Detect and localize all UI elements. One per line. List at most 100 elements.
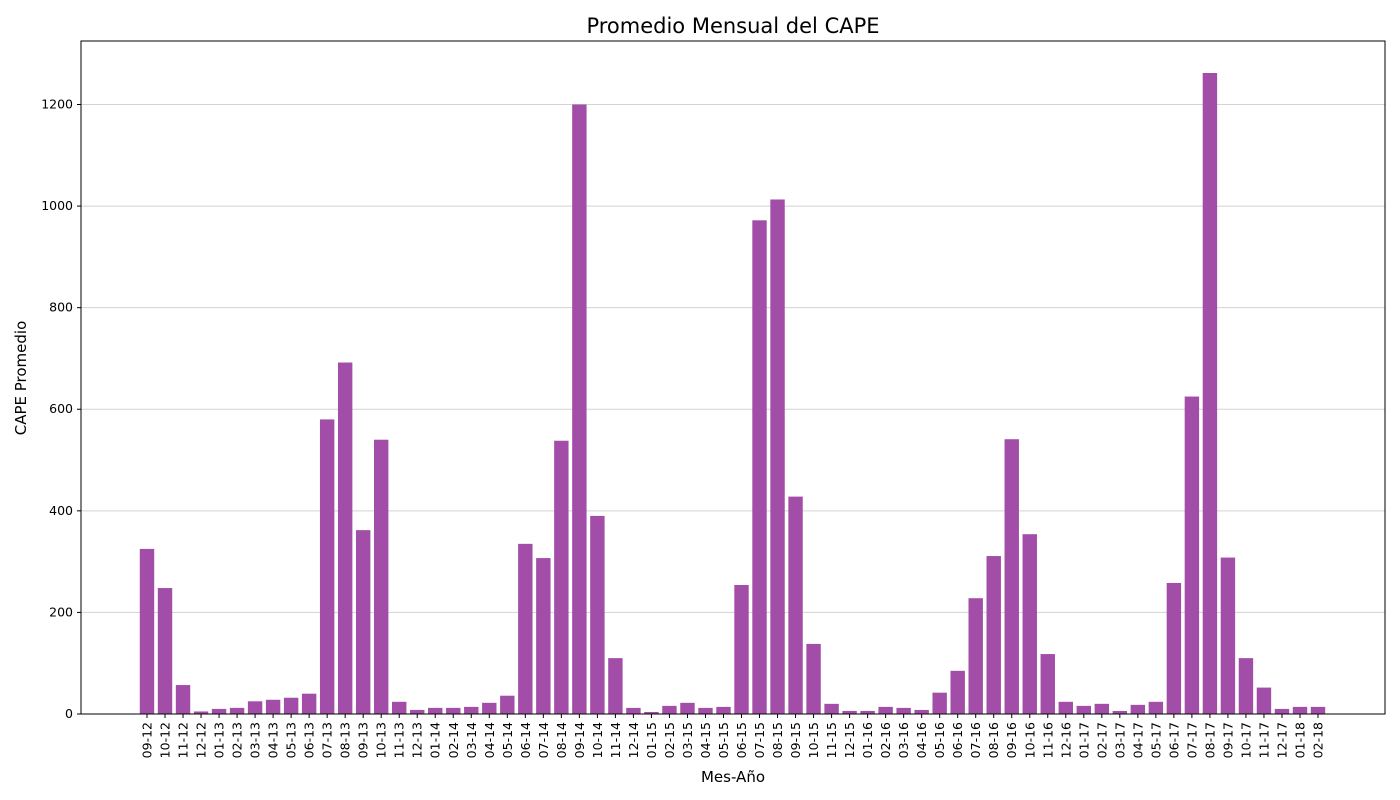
x-tick-label: 04-13 — [266, 722, 281, 758]
bar-10-17 — [1238, 658, 1254, 714]
x-tick-label: 10-12 — [158, 722, 173, 758]
x-tick-label: 08-16 — [986, 722, 1001, 758]
x-tick-label: 12-12 — [194, 722, 209, 758]
bar-01-16 — [860, 710, 875, 714]
x-tick-label: 10-17 — [1238, 722, 1253, 758]
bar-03-17 — [1112, 710, 1128, 714]
bar-08-16 — [986, 556, 1001, 714]
x-tick-label: 05-15 — [716, 722, 731, 758]
bar-04-15 — [698, 707, 713, 714]
x-tick-label: 02-15 — [662, 722, 677, 758]
bar-03-15 — [680, 702, 695, 714]
x-tick-label: 11-12 — [176, 722, 191, 758]
x-tick-label: 11-14 — [608, 722, 623, 758]
bar-09-14 — [572, 104, 587, 715]
bar-10-16 — [1022, 534, 1037, 714]
x-axis-ticks: 09-12 10-12 11-12 12-12 01-13 02-13 03-13 04-13… — [140, 714, 1326, 758]
x-tick-label: 07-15 — [752, 722, 767, 758]
bar-06-14 — [518, 543, 533, 714]
bar-06-16 — [950, 670, 965, 714]
bar-12-17 — [1274, 708, 1290, 714]
bar-04-14 — [482, 702, 497, 714]
x-tick-label: 05-16 — [932, 722, 947, 758]
bar-10-13 — [373, 439, 389, 714]
x-tick-label: 11-17 — [1256, 722, 1271, 758]
x-tick-label: 04-17 — [1130, 722, 1145, 758]
x-tick-label: 07-16 — [968, 722, 983, 758]
x-tick-label: 09-17 — [1220, 722, 1235, 758]
x-tick-label: 10-14 — [590, 722, 605, 758]
x-tick-label: 05-14 — [500, 722, 515, 758]
bar-01-13 — [211, 708, 227, 714]
x-tick-label: 12-15 — [842, 722, 857, 758]
x-tick-label: 06-16 — [950, 722, 965, 758]
x-tick-label: 04-15 — [698, 722, 713, 758]
bar-03-14 — [464, 706, 479, 714]
x-tick-label: 01-14 — [428, 722, 443, 758]
bar-01-14 — [428, 707, 443, 714]
bar-07-16 — [968, 598, 983, 714]
x-tick-label: 03-16 — [896, 722, 911, 758]
x-tick-label: 10-16 — [1022, 722, 1037, 758]
y-axis-ticks: 0 200 400 600 800 1000 1200 — [41, 96, 81, 721]
x-tick-label: 01-13 — [212, 722, 227, 758]
bar-12-12 — [193, 711, 209, 714]
bar-08-14 — [554, 440, 569, 714]
bar-06-15 — [734, 584, 749, 714]
x-tick-label: 02-17 — [1094, 722, 1109, 758]
x-tick-label: 03-14 — [464, 722, 479, 758]
x-tick-label: 01-15 — [644, 722, 659, 758]
bars — [139, 72, 1326, 715]
bar-04-13 — [265, 699, 281, 714]
bar-02-17 — [1094, 703, 1110, 714]
x-tick-label: 03-15 — [680, 722, 695, 758]
x-tick-label: 12-16 — [1058, 722, 1073, 758]
x-tick-label: 02-13 — [230, 722, 245, 758]
bar-07-14 — [536, 558, 551, 714]
bar-12-15 — [842, 710, 857, 714]
x-tick-label: 01-16 — [860, 722, 875, 758]
x-tick-label: 06-14 — [518, 722, 533, 758]
bar-07-13 — [319, 419, 335, 714]
bar-02-16 — [878, 706, 893, 714]
x-tick-label: 12-17 — [1274, 722, 1289, 758]
x-tick-label: 08-15 — [770, 722, 785, 758]
x-tick-label: 07-13 — [320, 722, 335, 758]
x-tick-label: 01-17 — [1076, 722, 1091, 758]
plot-frame — [80, 40, 1386, 715]
bar-09-16 — [1004, 439, 1019, 714]
y-tick-label: 800 — [49, 300, 73, 315]
y-tick-label: 600 — [49, 401, 73, 416]
x-tick-label: 12-14 — [626, 722, 641, 758]
x-tick-label: 11-13 — [392, 722, 407, 758]
bar-09-13 — [355, 530, 371, 714]
bar-11-12 — [175, 685, 191, 714]
x-tick-label: 06-15 — [734, 722, 749, 758]
x-tick-label: 09-16 — [1004, 722, 1019, 758]
bar-02-18 — [1310, 706, 1326, 714]
bar-11-13 — [392, 701, 407, 714]
bar-02-15 — [662, 705, 677, 714]
bar-03-13 — [247, 701, 263, 714]
y-axis-label: CAPE Promedio — [12, 321, 30, 436]
x-tick-label: 09-15 — [788, 722, 803, 758]
x-axis-label: Mes-Año — [701, 768, 765, 786]
x-tick-label: 02-16 — [878, 722, 893, 758]
y-tick-label: 200 — [49, 604, 73, 619]
x-tick-label: 05-13 — [284, 722, 299, 758]
bar-01-18 — [1292, 706, 1308, 714]
x-tick-label: 10-15 — [806, 722, 821, 758]
bar-11-17 — [1256, 687, 1272, 714]
x-tick-label: 07-14 — [536, 722, 551, 758]
bar-05-15 — [716, 706, 731, 714]
x-tick-label: 08-17 — [1202, 722, 1217, 758]
x-tick-label: 07-17 — [1184, 722, 1199, 758]
x-tick-label: 04-14 — [482, 722, 497, 758]
x-tick-label: 11-16 — [1040, 722, 1055, 758]
x-tick-label: 10-13 — [374, 722, 389, 758]
bar-10-15 — [806, 643, 821, 714]
x-tick-label: 09-12 — [140, 722, 155, 758]
x-tick-label: 11-15 — [824, 722, 839, 758]
bar-10-12 — [157, 588, 173, 714]
x-tick-label: 08-14 — [554, 722, 569, 758]
